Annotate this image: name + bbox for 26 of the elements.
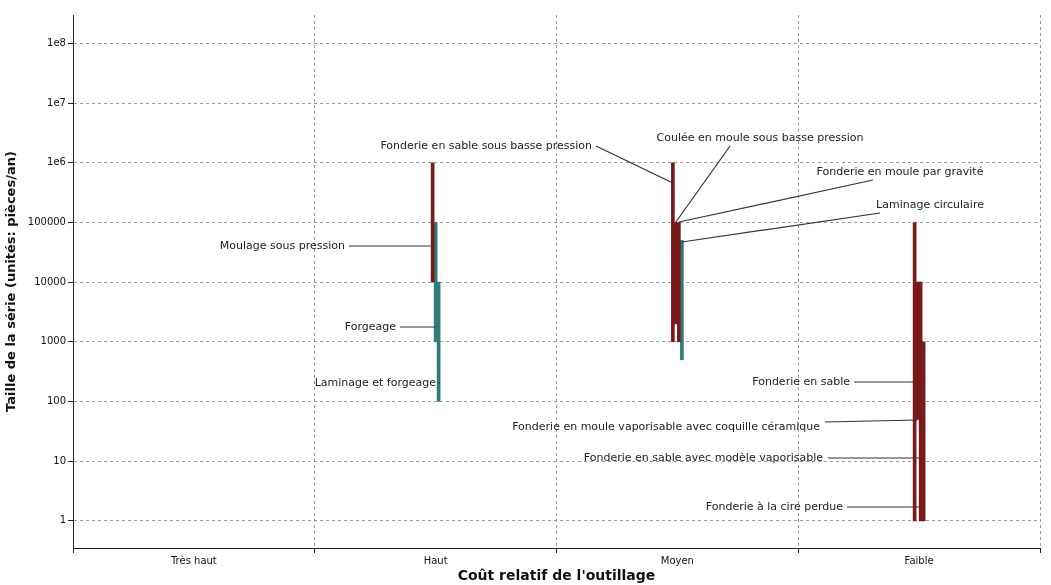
- x-tick-label: Très haut: [169, 554, 217, 566]
- y-tick-label: 1e6: [47, 156, 66, 168]
- y-tick-label: 1e7: [47, 96, 66, 108]
- text: Fonderie à la cire perdue: [705, 499, 844, 513]
- y-axis-title: Taille de la série (unités: pièces/an): [3, 151, 19, 412]
- text: Fonderie en sable: [752, 374, 851, 388]
- text: Fonderie en sable sous basse pression: [380, 138, 593, 152]
- y-tick-label: 100000: [27, 216, 66, 228]
- y-tick-label: 1e8: [47, 37, 66, 49]
- x-tick-label: Moyen: [660, 554, 694, 566]
- y-tick-label: 10000: [34, 275, 66, 287]
- text: Coulée en moule sous basse pression: [656, 130, 864, 144]
- text: Forgeage: [344, 319, 397, 333]
- text: Fonderie en sable avec modèle vaporisable: [583, 450, 824, 464]
- y-tick-label: 100: [46, 395, 66, 407]
- y-tick-label: 1: [59, 514, 66, 526]
- x-tick-label: Faible: [904, 554, 934, 566]
- text: Fonderie en moule par gravité: [816, 164, 984, 178]
- series-label: Laminage et forgeage: [314, 375, 437, 389]
- x-axis-title: Coût relatif de l'outillage: [457, 567, 656, 584]
- y-tick-label: 10: [53, 454, 66, 466]
- text: Moulage sous pression: [219, 238, 346, 252]
- y-tick-label: 1000: [40, 335, 66, 347]
- x-tick-label: Haut: [423, 554, 448, 566]
- text: Fonderie en moule vaporisable avec coquille céramique: [512, 419, 821, 433]
- text: Laminage circulaire: [876, 197, 985, 211]
